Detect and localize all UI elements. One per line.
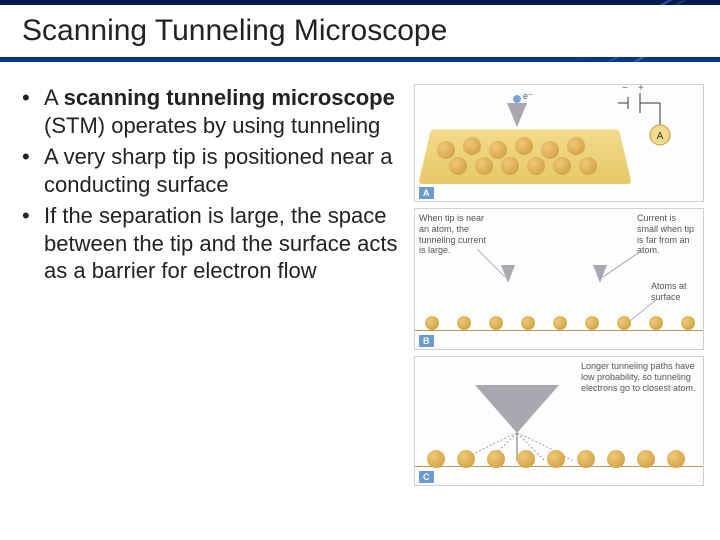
bullet-item: If the separation is large, the space be… — [22, 202, 402, 285]
figure-label-a: A — [419, 187, 434, 199]
atom-icon — [489, 141, 507, 159]
battery-circuit: A + − — [618, 91, 688, 153]
atom-icon — [487, 450, 505, 468]
atom-icon — [457, 316, 471, 330]
atom-icon — [427, 450, 445, 468]
atom-icon — [489, 316, 503, 330]
figure-label-b: B — [419, 335, 434, 347]
atom-icon — [617, 316, 631, 330]
figure-a: e⁻ A + − A — [414, 84, 704, 202]
tunneling-paths — [415, 357, 705, 487]
figure-b: When tip is near an atom, the tunneling … — [414, 208, 704, 350]
atom-icon — [425, 316, 439, 330]
atom-icon — [577, 450, 595, 468]
atom-icon — [457, 450, 475, 468]
atom-icon — [649, 316, 663, 330]
surface-atoms-row — [415, 449, 703, 467]
atom-icon — [681, 316, 695, 330]
atom-icon — [585, 316, 599, 330]
bullet-text: (STM) operates by using tunneling — [44, 113, 380, 138]
bullet-text: A very sharp tip is positioned near a co… — [44, 144, 393, 197]
atom-icon — [527, 157, 545, 175]
figure-c: Longer tunneling paths have low probabil… — [414, 356, 704, 486]
atom-icon — [553, 316, 567, 330]
atom-icon — [541, 141, 559, 159]
atom-icon — [667, 450, 685, 468]
polarity-pos: + — [638, 83, 644, 94]
bullet-text: A — [44, 85, 64, 110]
atom-icon — [515, 137, 533, 155]
text-column: A scanning tunneling microscope (STM) op… — [22, 84, 402, 492]
slide-header: Scanning Tunneling Microscope — [0, 0, 720, 62]
bullet-bold: scanning tunneling microscope — [64, 85, 395, 110]
bullet-item: A very sharp tip is positioned near a co… — [22, 143, 402, 198]
atom-icon — [475, 157, 493, 175]
atom-icon — [579, 157, 597, 175]
stm-tip-icon — [507, 103, 527, 127]
atom-icon — [521, 316, 535, 330]
atom-icon — [449, 157, 467, 175]
atom-icon — [553, 157, 571, 175]
bullet-list: A scanning tunneling microscope (STM) op… — [22, 84, 402, 285]
electron-icon — [513, 95, 521, 103]
atom-icon — [437, 141, 455, 159]
figure-label-c: C — [419, 471, 434, 483]
page-title: Scanning Tunneling Microscope — [22, 14, 447, 48]
atom-icon — [501, 157, 519, 175]
figure-column: e⁻ A + − A When tip is near an atom, the — [414, 84, 704, 492]
surface-atoms-row — [415, 315, 703, 331]
atom-icon — [517, 450, 535, 468]
polarity-neg: − — [622, 83, 628, 94]
slide-content: A scanning tunneling microscope (STM) op… — [0, 62, 720, 492]
atom-icon — [607, 450, 625, 468]
svg-text:A: A — [657, 131, 664, 142]
atom-icon — [463, 137, 481, 155]
atom-icon — [567, 137, 585, 155]
atom-icon — [637, 450, 655, 468]
title-bar: Scanning Tunneling Microscope — [0, 5, 720, 57]
bullet-text: If the separation is large, the space be… — [44, 203, 397, 283]
atom-icon — [547, 450, 565, 468]
bullet-item: A scanning tunneling microscope (STM) op… — [22, 84, 402, 139]
electron-label: e⁻ — [523, 91, 533, 102]
